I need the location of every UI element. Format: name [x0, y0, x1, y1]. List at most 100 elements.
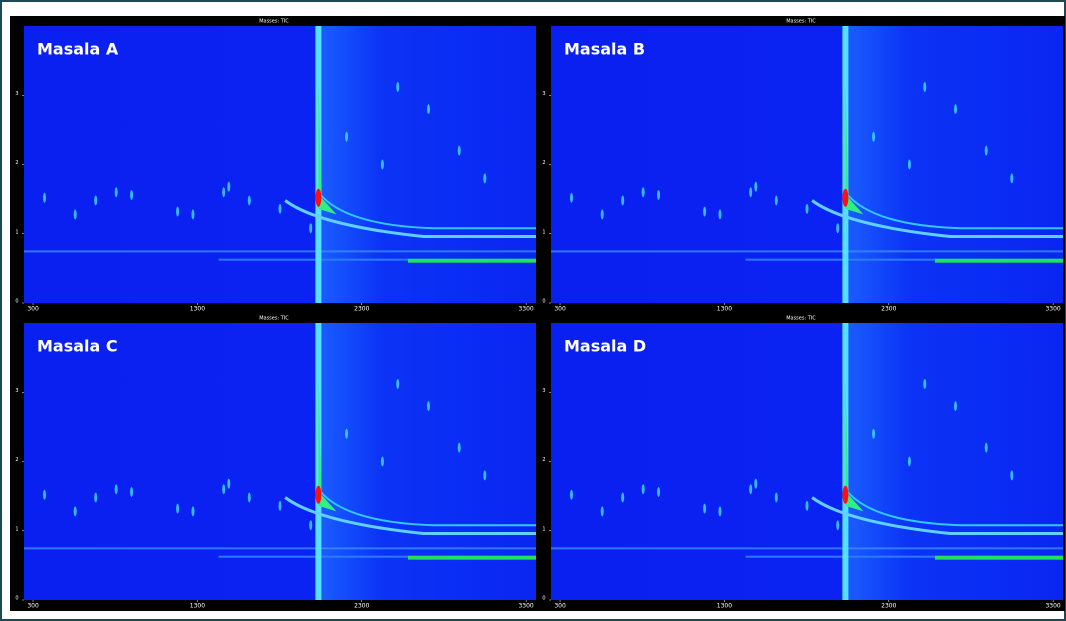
- spot: [657, 487, 660, 497]
- horizontal-band: [746, 556, 935, 558]
- spot: [396, 379, 399, 389]
- chart-grid: Masses: TICMasala A3001300230033000123Ma…: [0, 0, 1066, 621]
- y-tick-label: 2: [542, 457, 545, 463]
- spot: [570, 193, 573, 203]
- spot: [396, 82, 399, 92]
- spot: [130, 487, 133, 497]
- spot: [427, 401, 430, 411]
- x-tick-label: 300: [27, 603, 39, 610]
- x-tick-label: 300: [554, 603, 566, 610]
- panel-subtitle: Masses: TIC: [259, 316, 289, 322]
- spot: [1010, 173, 1013, 183]
- main-peak: [842, 486, 848, 504]
- spot: [74, 209, 77, 219]
- horizontal-band: [746, 259, 935, 261]
- spot: [191, 209, 194, 219]
- x-tick-label: 2300: [354, 306, 369, 313]
- y-tick-label: 2: [542, 160, 545, 166]
- spot: [923, 379, 926, 389]
- x-tick-label: 2300: [354, 603, 369, 610]
- spot: [718, 506, 721, 516]
- spot: [657, 190, 660, 200]
- spot: [718, 209, 721, 219]
- horizontal-band: [408, 259, 536, 263]
- horizontal-band: [408, 556, 536, 560]
- spot: [458, 146, 461, 156]
- spot: [923, 82, 926, 92]
- y-tick-label: 1: [15, 229, 18, 235]
- x-tick-label: 1300: [190, 306, 205, 313]
- spot: [836, 223, 839, 233]
- spot: [985, 146, 988, 156]
- spot: [872, 132, 875, 142]
- spot: [775, 196, 778, 206]
- x-tick-label: 2300: [881, 603, 896, 610]
- spot: [345, 429, 348, 439]
- spot: [309, 520, 312, 530]
- y-tick-label: 1: [15, 526, 18, 532]
- y-tick-label: 2: [15, 457, 18, 463]
- panel-subtitle: Masses: TIC: [786, 316, 816, 322]
- spot: [872, 429, 875, 439]
- spot: [601, 209, 604, 219]
- spot: [749, 187, 752, 197]
- x-tick-label: 3300: [518, 603, 533, 610]
- spot: [908, 160, 911, 170]
- spot: [279, 204, 282, 214]
- spot: [309, 223, 312, 233]
- spot: [775, 493, 778, 503]
- spot: [642, 187, 645, 197]
- panel-title: Masala B: [564, 40, 645, 59]
- x-tick-label: 3300: [518, 306, 533, 313]
- spot: [248, 493, 251, 503]
- spot: [483, 173, 486, 183]
- y-tick-label: 2: [15, 160, 18, 166]
- spot: [749, 484, 752, 494]
- spot: [703, 207, 706, 217]
- horizontal-band: [551, 250, 1063, 252]
- spot: [43, 490, 46, 500]
- horizontal-band: [24, 250, 536, 252]
- spot: [222, 187, 225, 197]
- main-peak: [315, 189, 321, 207]
- spot: [621, 196, 624, 206]
- spot: [94, 196, 97, 206]
- spot: [279, 501, 282, 511]
- spot: [483, 470, 486, 480]
- spot: [381, 160, 384, 170]
- spot: [1010, 470, 1013, 480]
- spot: [345, 132, 348, 142]
- x-tick-label: 2300: [881, 306, 896, 313]
- x-tick-label: 300: [27, 306, 39, 313]
- spot: [94, 493, 97, 503]
- y-tick-label: 3: [15, 91, 18, 97]
- spot: [222, 484, 225, 494]
- x-tick-label: 3300: [1045, 603, 1060, 610]
- spot: [248, 196, 251, 206]
- spot: [954, 104, 957, 114]
- y-tick-label: 3: [542, 91, 545, 97]
- spot: [427, 104, 430, 114]
- spot: [458, 443, 461, 453]
- spot: [176, 504, 179, 514]
- x-tick-label: 1300: [190, 603, 205, 610]
- spot: [985, 443, 988, 453]
- spot: [176, 207, 179, 217]
- spot: [115, 187, 118, 197]
- y-tick-label: 3: [15, 388, 18, 394]
- y-tick-label: 0: [15, 596, 18, 602]
- y-tick-label: 0: [542, 299, 545, 305]
- spot: [621, 493, 624, 503]
- spot: [74, 506, 77, 516]
- panel-subtitle: Masses: TIC: [259, 19, 289, 25]
- spot: [191, 506, 194, 516]
- spot: [227, 479, 230, 489]
- spot: [806, 501, 809, 511]
- horizontal-band: [935, 556, 1063, 560]
- spot: [570, 490, 573, 500]
- spot: [115, 484, 118, 494]
- horizontal-band: [551, 547, 1063, 549]
